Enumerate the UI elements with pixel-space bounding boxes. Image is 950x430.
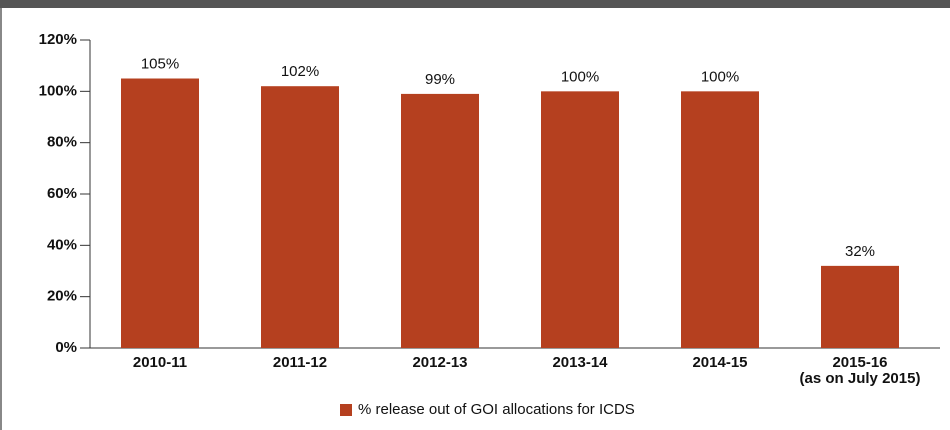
bar: [681, 91, 759, 348]
bar: [821, 265, 899, 348]
y-tick-label: 20%: [47, 288, 77, 305]
bar: [121, 78, 199, 348]
value-label: 100%: [561, 68, 599, 85]
value-label: 100%: [701, 68, 739, 85]
bar: [541, 91, 619, 348]
y-tick-label: 60%: [47, 185, 77, 202]
x-tick-label: 2015-16 (as on July 2015): [799, 354, 921, 387]
y-tick-label: 100%: [39, 82, 77, 99]
value-label: 105%: [141, 55, 179, 72]
value-label: 102%: [281, 63, 319, 80]
legend-label: % release out of GOI allocations for ICD…: [358, 401, 635, 418]
x-tick-label: 2010-11: [132, 354, 188, 371]
x-tick-label: 2014-15: [692, 354, 748, 371]
y-tick-label: 120%: [39, 31, 77, 48]
legend-swatch: [340, 404, 352, 416]
y-tick-label: 80%: [47, 134, 77, 151]
y-tick-label: 0%: [55, 339, 77, 356]
x-tick-label: 2013-14: [552, 354, 608, 371]
y-tick-label: 40%: [47, 236, 77, 253]
value-label: 32%: [845, 243, 875, 260]
x-tick-label: 2011-12: [272, 354, 328, 371]
bar: [401, 93, 479, 349]
x-tick-label: 2012-13: [412, 354, 468, 371]
header-band: [0, 0, 950, 8]
value-label: 99%: [425, 71, 455, 88]
bar: [261, 86, 339, 348]
